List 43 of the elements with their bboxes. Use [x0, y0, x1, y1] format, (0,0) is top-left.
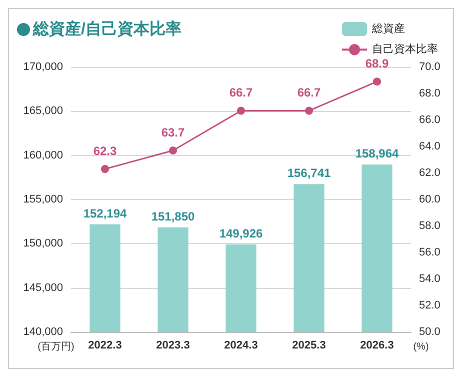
- y2-tick-label: 58.0: [419, 220, 440, 232]
- point: [305, 106, 313, 115]
- y-tick-label: 170,000: [23, 61, 63, 73]
- y-tick-label: 150,000: [23, 238, 63, 250]
- chart-title: 総資産/自己資本比率: [33, 19, 182, 40]
- y2-tick-label: 56.0: [419, 246, 440, 258]
- y2-tick-label: 62.0: [419, 167, 440, 179]
- data-label: 149,926: [219, 226, 264, 240]
- y-tick-label: 165,000: [23, 105, 63, 118]
- x-tick-label: 2024.3: [224, 340, 258, 352]
- data-label: 156,741: [287, 166, 332, 180]
- data-label: 151,850: [151, 209, 196, 224]
- y2-tick-label: 70.0: [419, 61, 440, 73]
- y2-tick-label: 64.0: [419, 140, 440, 152]
- x-tick-label: 2026.3: [360, 340, 394, 352]
- point: [169, 146, 177, 154]
- y2-tick-label: 54.0: [419, 273, 440, 285]
- y-axis-title: (百万円): [38, 342, 74, 352]
- x-tick-label: 2022.3: [88, 340, 122, 352]
- point: [237, 106, 245, 115]
- data-label: 66.7: [297, 86, 321, 100]
- point: [101, 165, 109, 174]
- y2-axis-title: (%): [413, 342, 429, 352]
- y-tick-label: 140,000: [23, 326, 63, 338]
- y2-tick-label: 52.0: [419, 300, 440, 312]
- y2-tick-label: 50.0: [419, 326, 440, 338]
- data-label: 152,194: [83, 206, 128, 220]
- data-label: 62.3: [93, 144, 117, 158]
- y2-tick-label: 60.0: [419, 194, 440, 206]
- data-label: 63.7: [161, 125, 185, 140]
- y2-tick-label: 68.0: [419, 88, 440, 100]
- y-tick-label: 155,000: [23, 194, 63, 206]
- data-label: 68.9: [365, 56, 389, 71]
- data-label: 66.7: [229, 86, 253, 100]
- y-tick-label: 145,000: [23, 282, 63, 294]
- y-tick-label: 160,000: [23, 149, 63, 162]
- data-label: 158,964: [355, 146, 400, 160]
- legend-label: 総資産: [371, 22, 405, 35]
- y2-tick-label: 66.0: [419, 114, 440, 126]
- x-tick-label: 2023.3: [156, 340, 190, 352]
- legend-label: 自己資本比率: [372, 42, 438, 56]
- x-tick-label: 2025.3: [292, 340, 326, 352]
- point: [373, 78, 381, 86]
